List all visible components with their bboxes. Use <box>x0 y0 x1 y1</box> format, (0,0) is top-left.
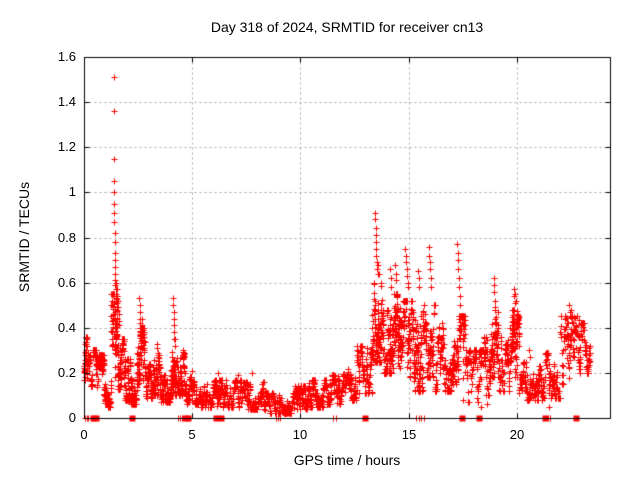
chart-title: Day 318 of 2024, SRMTID for receiver cn1… <box>210 19 484 35</box>
y-tick-label: 1.4 <box>57 94 76 109</box>
y-tick-label: 1.2 <box>57 139 76 154</box>
y-tick-label: 0.6 <box>57 275 76 290</box>
y-tick-label: 1 <box>68 184 76 199</box>
y-tick-label: 0 <box>68 410 76 425</box>
y-tick-label: 0.2 <box>57 365 76 380</box>
x-axis-label: GPS time / hours <box>293 452 401 468</box>
x-tick-label: 15 <box>401 427 417 442</box>
x-tick-label: 20 <box>509 427 525 442</box>
y-tick-label: 0.4 <box>57 320 76 335</box>
y-tick-label: 0.8 <box>57 230 76 245</box>
x-tick-label: 5 <box>188 427 196 442</box>
x-tick-label: 10 <box>292 427 308 442</box>
y-tick-label: 1.6 <box>57 49 76 64</box>
x-tick-label: 0 <box>80 427 88 442</box>
